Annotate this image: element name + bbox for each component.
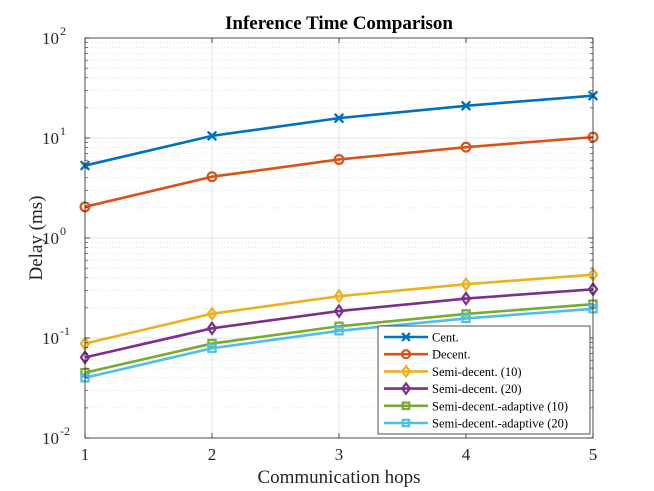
marker-diamond [400,381,412,396]
marker-x [207,131,217,141]
y-tick-label: 10 [42,229,59,248]
marker-square [334,326,344,336]
marker-circle [400,349,412,360]
marker-x [461,100,471,111]
marker-stroke [461,100,471,111]
series-line [84,273,594,345]
marker-circle [460,141,472,153]
y-tick-exponent: 0 [60,224,66,238]
series-line [84,307,594,380]
marker-square [207,343,217,353]
series-line [84,135,594,209]
legend-item: Semi-decent.-adaptive (20) [384,417,568,431]
marker-stroke [334,113,344,123]
legend-label: Semi-decent. (10) [432,365,522,379]
legend-label: Semi-decent.-adaptive (10) [432,399,568,413]
chart-title: Inference Time Comparison [225,13,453,34]
y-tick-exponent: 2 [60,24,66,38]
legend-label: Cent. [432,331,459,345]
marker-circle [333,153,345,165]
x-tick-label: 4 [462,445,471,464]
y-tick-label: 10 [42,329,59,348]
legend-label: Decent. [432,348,471,362]
x-tick-label: 3 [335,445,344,464]
legend-box [377,325,591,435]
y-tick-label: 10 [42,129,59,148]
legend-label: Semi-decent.-adaptive (20) [432,417,568,431]
marker-diamond [400,364,412,379]
y-tick-label: 10 [42,29,59,48]
series-cent [80,90,598,171]
y-tick-exponent: -2 [60,424,70,438]
marker-circle [206,171,218,183]
marker-diamond [333,303,345,319]
x-axis-label: Communication hops [257,467,420,488]
legend-item: Cent. [384,331,459,345]
marker-square [461,313,471,324]
x-tick-label: 5 [589,445,598,464]
series-layer [79,90,599,383]
marker-square [401,418,411,428]
y-axis-label: Delay (ms) [26,196,47,281]
series-line [84,287,594,359]
marker-diamond [460,291,472,307]
marker-diamond [206,320,218,336]
legend-item: Semi-decent. (20) [384,381,522,396]
legend-item: Semi-decent. (10) [384,364,522,379]
legend-label: Semi-decent. (20) [432,382,522,396]
marker-stroke [207,131,217,141]
legend: Cent. Decent. Semi-decent. (10) Semi-decent… [377,325,591,435]
marker-x [401,332,411,342]
marker-diamond [460,276,472,292]
y-tick-exponent: 1 [60,124,66,138]
y-tick-exponent: -1 [60,324,70,338]
marker-square [401,401,411,411]
marker-diamond [333,288,345,304]
legend-item: Decent. [384,348,471,362]
y-tick-label: 10 [42,429,59,448]
marker-stroke [401,332,411,342]
x-tick-label: 2 [208,445,217,464]
legend-item: Semi-decent.-adaptive (10) [384,399,568,413]
marker-diamond [206,306,218,322]
x-tick-label: 1 [81,445,90,464]
marker-x [334,113,344,123]
